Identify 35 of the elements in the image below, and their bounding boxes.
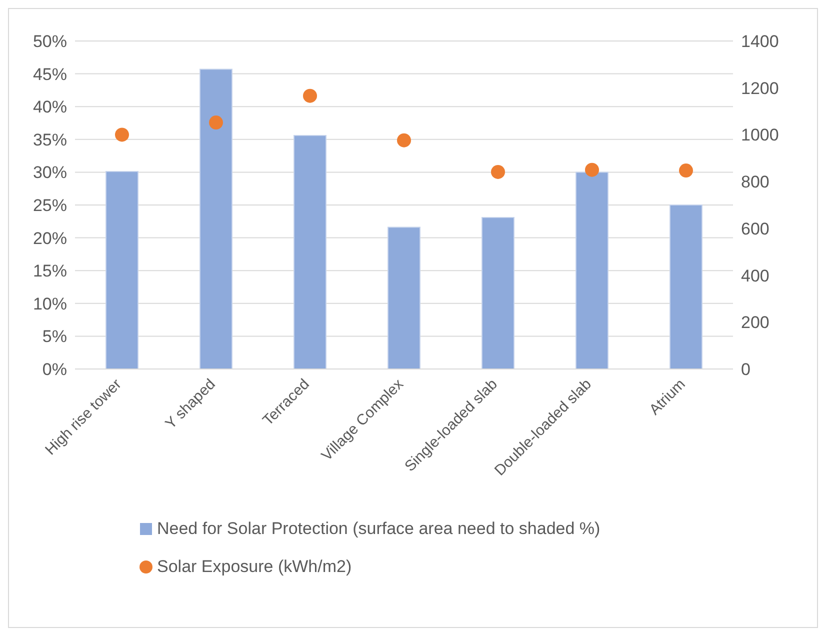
bar — [294, 134, 326, 369]
y-tick-label: 5% — [42, 327, 67, 346]
y-tick-label: 20% — [32, 228, 67, 248]
y-tick-label: 10% — [32, 294, 67, 314]
y-tick-label: 15% — [32, 262, 67, 281]
bar — [576, 172, 608, 369]
point — [679, 164, 693, 178]
y2-tick-label: 800 — [741, 172, 770, 192]
bar — [670, 204, 702, 369]
y2-tick-label: 600 — [741, 219, 770, 238]
bar — [482, 216, 514, 369]
y-tick-label: 50% — [32, 32, 67, 51]
bar — [106, 171, 138, 369]
point — [585, 162, 599, 177]
y2-tick-label: 1200 — [741, 78, 779, 98]
legend-label: Solar Exposure (kWh/m2) — [157, 557, 352, 577]
y-tick-label: 30% — [32, 163, 67, 182]
y-tick-label: 0% — [42, 360, 67, 379]
y2-tick-label: 400 — [741, 266, 770, 286]
y-tick-label: 45% — [32, 64, 67, 84]
y2-tick-label: 1400 — [741, 32, 779, 51]
y2-tick-label: 0 — [741, 360, 750, 379]
y-tick-label: 25% — [32, 196, 67, 215]
point — [491, 164, 505, 179]
y2-tick-label: 1000 — [741, 126, 779, 145]
point — [397, 133, 411, 148]
y2-tick-label: 200 — [741, 313, 770, 332]
point — [303, 88, 317, 103]
point — [115, 128, 129, 142]
y-tick-label: 40% — [32, 98, 67, 117]
bar — [388, 226, 420, 369]
legend-label: Need for Solar Protection (surface area need to shaded %) — [157, 519, 600, 539]
point — [209, 116, 223, 130]
y-tick-label: 35% — [32, 130, 67, 150]
bar — [200, 68, 232, 369]
